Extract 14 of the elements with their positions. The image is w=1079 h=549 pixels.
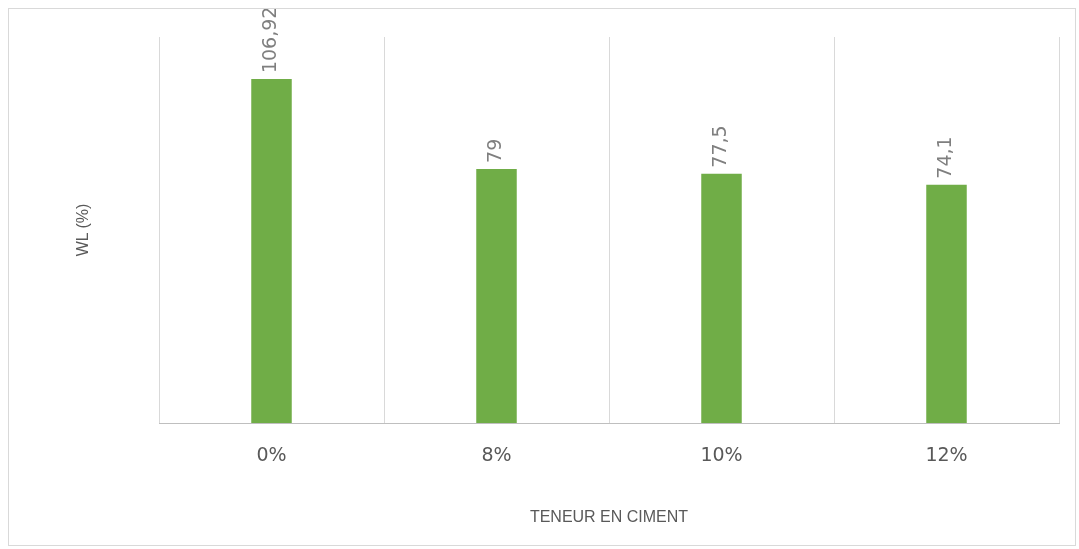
x-axis-title: TENEUR EN CIMENT [529, 507, 689, 525]
x-tick-label: 12% [925, 443, 968, 466]
bar [251, 79, 292, 423]
data-label: 106,92 [258, 6, 281, 74]
bar [476, 168, 517, 423]
bar [926, 184, 967, 423]
y-axis-title: WL (%) [74, 203, 92, 257]
x-tick-label: 8% [481, 443, 512, 466]
data-label: 74,1 [933, 136, 956, 179]
data-label: 77,5 [708, 125, 731, 168]
data-label: 79 [483, 138, 506, 163]
x-tick-label: 0% [256, 443, 287, 466]
bar [701, 173, 742, 423]
x-tick-label: 10% [700, 443, 743, 466]
